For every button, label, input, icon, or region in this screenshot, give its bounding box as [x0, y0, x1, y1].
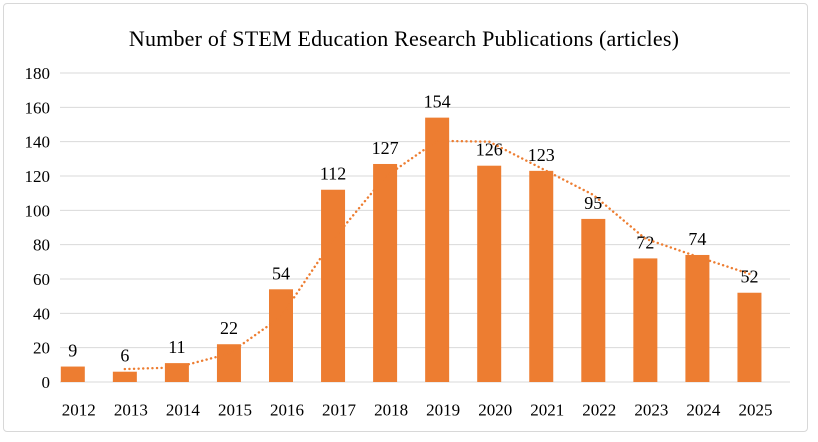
data-label-2024: 74 — [688, 229, 706, 249]
bar-2017 — [321, 189, 346, 382]
bar-2022 — [581, 218, 606, 382]
x-tick-label-2019: 2019 — [426, 401, 460, 420]
y-tick-label-180: 180 — [25, 64, 51, 83]
x-tick-label-2012: 2012 — [62, 401, 96, 420]
bar-2024 — [685, 254, 710, 382]
x-tick-label-2024: 2024 — [686, 401, 721, 420]
trendline-moving-average — [123, 139, 751, 371]
data-label-2025: 52 — [740, 267, 758, 287]
bar-2016 — [269, 289, 293, 382]
chart-title: Number of STEM Education Research Public… — [128, 26, 680, 51]
y-tick-label-0: 0 — [42, 373, 51, 392]
y-tick-label-160: 160 — [25, 98, 51, 117]
bar-2019 — [425, 117, 450, 382]
data-label-2020: 126 — [476, 140, 503, 160]
bar-2021 — [529, 170, 554, 382]
x-tick-label-2022: 2022 — [582, 401, 616, 420]
x-tick-label-2013: 2013 — [114, 401, 148, 420]
bar-2018 — [373, 163, 398, 382]
bar-2013 — [112, 371, 137, 382]
data-label-2015: 22 — [220, 318, 238, 338]
y-tick-label-120: 120 — [25, 167, 51, 186]
y-tick-label-20: 20 — [33, 339, 50, 358]
data-label-2019: 154 — [424, 92, 451, 112]
bar-2015 — [216, 344, 241, 382]
data-label-2012: 9 — [68, 341, 77, 361]
x-tick-label-2015: 2015 — [218, 401, 252, 420]
data-label-2014: 11 — [168, 337, 185, 357]
y-tick-label-100: 100 — [25, 201, 51, 220]
y-tick-label-80: 80 — [33, 236, 50, 255]
y-tick-label-140: 140 — [25, 133, 51, 152]
bar-2023 — [633, 258, 658, 382]
y-tick-label-40: 40 — [33, 304, 50, 323]
data-label-2022: 95 — [584, 193, 602, 213]
bar-2020 — [477, 165, 502, 382]
data-label-2023: 72 — [636, 232, 654, 252]
data-label-2013: 6 — [120, 346, 129, 366]
data-label-2018: 127 — [372, 138, 399, 158]
x-tick-label-2016: 2016 — [270, 401, 304, 420]
bar-2012 — [60, 366, 85, 382]
x-tick-label-2018: 2018 — [374, 401, 408, 420]
data-label-2017: 112 — [320, 164, 346, 184]
y-tick-label-60: 60 — [33, 270, 50, 289]
data-label-2021: 123 — [528, 145, 555, 165]
bar-2025 — [737, 292, 762, 382]
x-tick-label-2014: 2014 — [166, 401, 201, 420]
x-tick-label-2020: 2020 — [478, 401, 512, 420]
chart-frame — [3, 3, 808, 432]
x-tick-label-2023: 2023 — [634, 401, 668, 420]
x-tick-label-2025: 2025 — [738, 401, 772, 420]
data-label-2016: 54 — [272, 263, 290, 283]
x-tick-label-2017: 2017 — [322, 401, 357, 420]
x-tick-label-2021: 2021 — [530, 401, 564, 420]
